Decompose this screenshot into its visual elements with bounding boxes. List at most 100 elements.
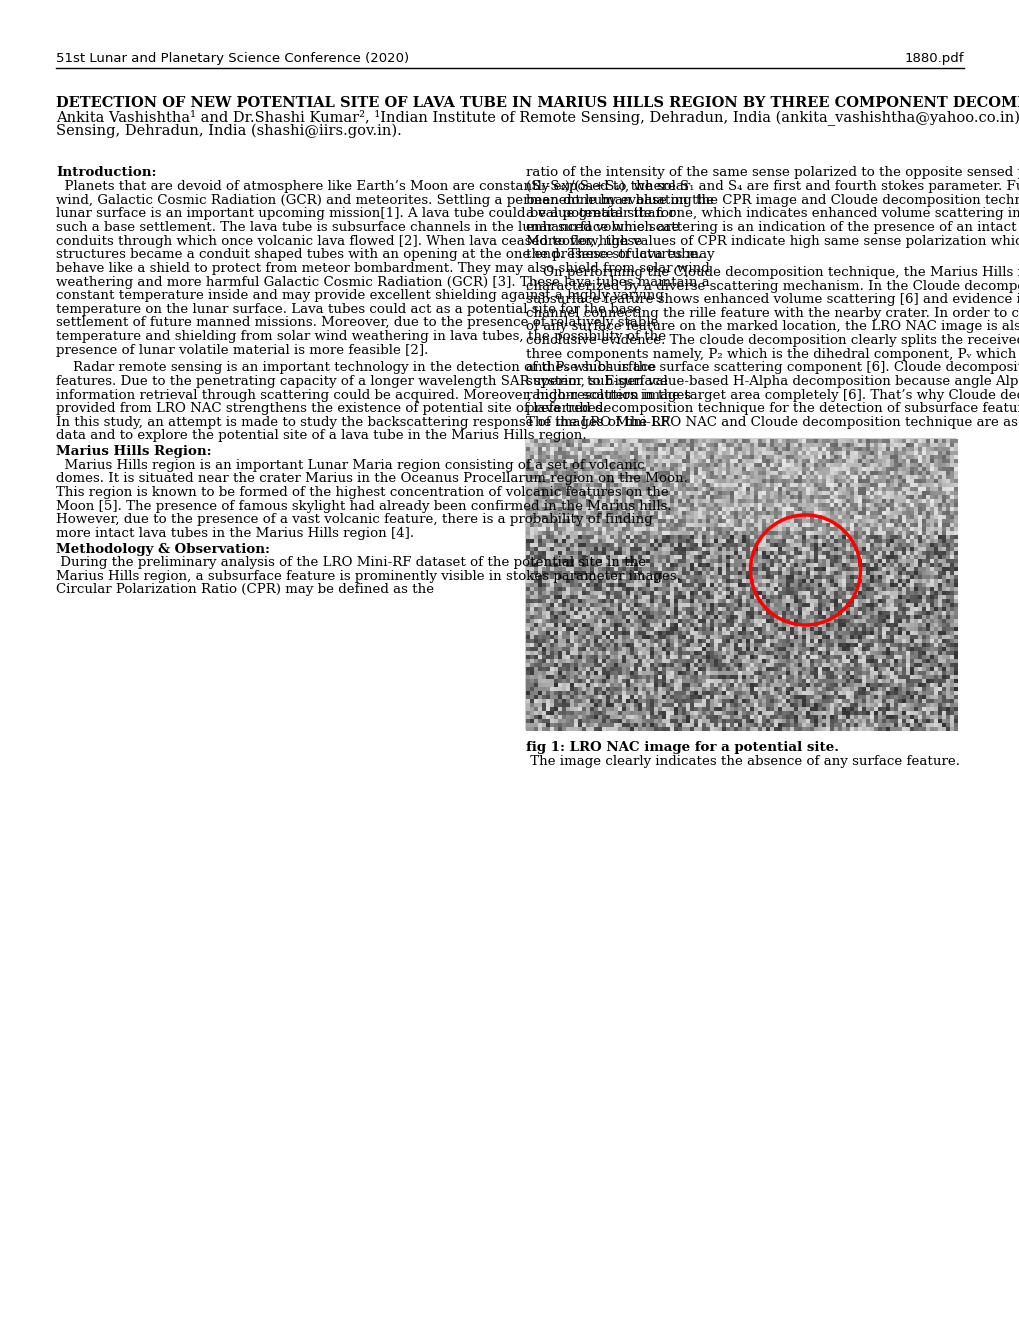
Bar	[841, 603, 845, 607]
Bar	[886, 532, 890, 536]
Bar	[657, 708, 661, 711]
Bar	[817, 528, 821, 532]
Bar	[689, 451, 693, 455]
Bar	[734, 587, 738, 591]
Bar	[637, 688, 641, 692]
Bar	[641, 524, 645, 528]
Bar	[582, 719, 586, 723]
Bar	[917, 447, 921, 451]
Bar	[937, 648, 942, 652]
Bar	[534, 599, 537, 603]
Bar	[777, 564, 782, 568]
Bar	[942, 572, 945, 576]
Bar	[721, 444, 726, 447]
Bar	[641, 711, 645, 715]
Bar	[557, 639, 561, 643]
Bar	[793, 528, 797, 532]
Bar	[897, 467, 901, 471]
Bar	[865, 639, 869, 643]
Bar	[909, 579, 913, 583]
Bar	[873, 627, 877, 631]
Bar	[797, 475, 801, 479]
Bar	[873, 615, 877, 619]
Bar	[813, 676, 817, 680]
Bar	[838, 587, 841, 591]
Bar	[526, 676, 530, 680]
Bar	[697, 479, 701, 483]
Bar	[753, 516, 757, 520]
Bar	[793, 479, 797, 483]
Bar	[901, 727, 905, 731]
Bar	[634, 599, 637, 603]
Bar	[953, 548, 957, 552]
Bar	[738, 583, 741, 587]
Bar	[582, 664, 586, 668]
Bar	[861, 639, 865, 643]
Bar	[713, 459, 717, 463]
Bar	[929, 672, 933, 676]
Bar	[601, 664, 605, 668]
Bar	[682, 583, 686, 587]
Bar	[593, 524, 597, 528]
Bar	[657, 587, 661, 591]
Bar	[541, 676, 545, 680]
Bar	[897, 595, 901, 599]
Bar	[913, 524, 917, 528]
Bar	[545, 708, 549, 711]
Bar	[689, 643, 693, 648]
Bar	[849, 483, 853, 487]
Bar	[682, 467, 686, 471]
Bar	[845, 603, 849, 607]
Bar	[761, 463, 765, 467]
Bar	[838, 536, 841, 540]
Bar	[526, 607, 530, 611]
Bar	[574, 564, 578, 568]
Bar	[817, 536, 821, 540]
Bar	[869, 544, 873, 548]
Bar	[886, 503, 890, 507]
Bar	[645, 467, 649, 471]
Bar	[649, 635, 653, 639]
Bar	[705, 652, 709, 656]
Bar	[942, 700, 945, 704]
Bar	[717, 560, 721, 564]
Bar	[574, 511, 578, 516]
Bar	[649, 516, 653, 520]
Bar	[905, 684, 909, 688]
Bar	[942, 692, 945, 696]
Bar	[813, 715, 817, 719]
Bar	[553, 576, 557, 579]
Bar	[661, 579, 665, 583]
Bar	[793, 499, 797, 503]
Bar	[909, 455, 913, 459]
Bar	[809, 696, 813, 700]
Bar	[682, 447, 686, 451]
Bar	[753, 495, 757, 499]
Bar	[622, 591, 626, 595]
Bar	[786, 552, 790, 556]
Bar	[709, 572, 713, 576]
Bar	[933, 587, 937, 591]
Bar	[777, 711, 782, 715]
Bar	[701, 639, 705, 643]
Bar	[634, 676, 637, 680]
Bar	[834, 696, 838, 700]
Bar	[909, 503, 913, 507]
Bar	[761, 696, 765, 700]
Bar	[901, 455, 905, 459]
Bar	[697, 595, 701, 599]
Bar	[618, 483, 622, 487]
Bar	[593, 631, 597, 635]
Bar	[865, 627, 869, 631]
Bar	[877, 544, 881, 548]
Bar	[861, 572, 865, 576]
Bar	[730, 516, 734, 520]
Bar	[613, 552, 618, 556]
Bar	[809, 552, 813, 556]
Bar	[622, 708, 626, 711]
Bar	[834, 619, 838, 623]
Bar	[953, 444, 957, 447]
Bar	[709, 595, 713, 599]
Bar	[761, 560, 765, 564]
Bar	[705, 696, 709, 700]
